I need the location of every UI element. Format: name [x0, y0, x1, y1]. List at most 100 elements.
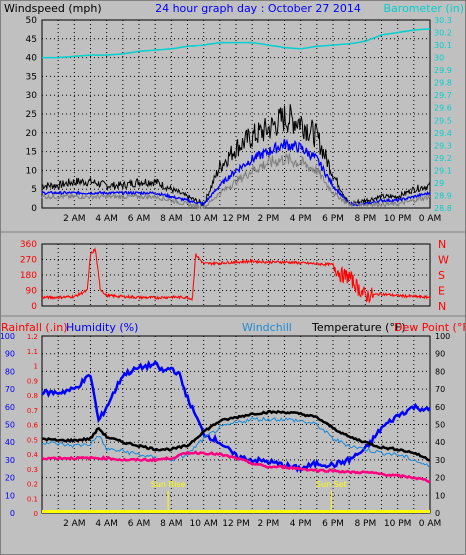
wind-x-tick-label: 2 PM — [257, 214, 279, 224]
wind-y-tick-label: 5 — [31, 185, 37, 195]
dew-point-line — [41, 450, 431, 484]
wind-x-tick-label: 2 AM — [63, 214, 86, 224]
barometer-tick-label: 29.6 — [434, 104, 452, 113]
wind-y-tick-label: 40 — [26, 54, 38, 64]
temperature-tick-label: 80 — [435, 367, 445, 376]
rainfall-tick-label: 0.3 — [27, 466, 38, 474]
temperature-tick-label: 10 — [435, 491, 445, 500]
dewpoint-label: Dew Point (°F) — [394, 321, 466, 334]
temp-x-tick-label: 2 PM — [257, 519, 279, 529]
direction-y-tick-label: 180 — [20, 271, 37, 281]
barometer-tick-label: 29.2 — [434, 154, 452, 163]
rainfall-tick-label: 1 — [34, 363, 38, 371]
direction-y-tick-label: 360 — [20, 240, 37, 250]
wind-x-tick-label: 4 AM — [95, 214, 118, 224]
wind-avg-line — [41, 153, 431, 210]
barometer-tick-label: 30.3 — [434, 16, 452, 25]
compass-label: N — [438, 238, 446, 251]
sun-annotation-label: Sun Set — [316, 480, 347, 489]
barometer-tick-label: 29.7 — [434, 91, 452, 100]
humidity-tick-label: 80 — [5, 367, 15, 376]
temp-x-tick-label: 8 AM — [160, 519, 183, 529]
rainfall-tick-label: 0.8 — [27, 392, 38, 400]
temp-x-tick-label: 4 PM — [290, 519, 312, 529]
temp-x-tick-label: 4 AM — [95, 519, 118, 529]
barometer-tick-label: 30.1 — [434, 41, 452, 50]
temp-x-tick-label: 2 AM — [63, 519, 86, 529]
barometer-line — [42, 28, 431, 59]
temperature-axis-title: Temperature (°F) — [311, 321, 406, 334]
wind-direction-line — [41, 247, 431, 304]
rainfall-tick-label: 0.6 — [27, 422, 39, 430]
barometer-tick-label: 29.4 — [434, 129, 452, 138]
wind-gust-line — [41, 104, 431, 207]
temp-x-tick-label: 10 PM — [384, 519, 412, 529]
temp-x-tick-label: 10 AM — [190, 519, 218, 529]
wind-y-tick-label: 20 — [26, 129, 38, 139]
wind-x-tick-label: 10 AM — [190, 214, 218, 224]
direction-y-tick-label: 270 — [20, 256, 37, 266]
wind-y-tick-label: 45 — [26, 35, 37, 45]
rainfall-tick-label: 0.5 — [27, 436, 38, 444]
wind-x-tick-label: 8 AM — [160, 214, 183, 224]
temperature-tick-label: 100 — [435, 332, 450, 341]
humidity-axis-title: Humidity (%) — [66, 321, 138, 334]
rainfall-tick-label: 1.2 — [27, 333, 38, 341]
wind-chart-title: 24 hour graph day : October 27 2014 — [155, 2, 361, 15]
wind-x-tick-label: 6 AM — [128, 214, 151, 224]
sun-annotation-label: Sun Rise — [151, 480, 186, 489]
humidity-tick-label: 70 — [5, 385, 15, 394]
wind-x-tick-label: 0 AM — [419, 214, 442, 224]
humidity-tick-label: 60 — [5, 403, 15, 412]
humidity-tick-label: 50 — [5, 421, 15, 430]
wind-y-tick-label: 30 — [26, 91, 38, 101]
barometer-tick-label: 30 — [434, 54, 444, 63]
temperature-tick-label: 50 — [435, 421, 445, 430]
temperature-tick-label: 70 — [435, 385, 445, 394]
wind-y-axis-title: Windspeed (mph) — [4, 2, 102, 15]
temperature-tick-label: 60 — [435, 403, 445, 412]
rainfall-tick-label: 0.1 — [27, 495, 38, 503]
humidity-tick-label: 40 — [5, 438, 15, 447]
humidity-tick-label: 10 — [5, 491, 15, 500]
rainfall-tick-label: 0 — [34, 510, 38, 518]
wind-y-tick-label: 0 — [31, 204, 37, 214]
humidity-tick-label: 100 — [0, 332, 15, 341]
wind-y-tick-label: 25 — [26, 110, 37, 120]
temp-x-tick-label: 6 PM — [322, 519, 344, 529]
barometer-axis-title: Barometer (in) — [384, 2, 465, 15]
direction-y-tick-label: 90 — [26, 287, 38, 297]
compass-label: N — [438, 300, 446, 313]
barometer-tick-label: 28.9 — [434, 191, 452, 200]
rainfall-axis-title: Rainfall (.in) — [1, 321, 68, 334]
wind-y-tick-label: 10 — [26, 166, 38, 176]
temp-x-tick-label: 6 AM — [128, 519, 151, 529]
humidity-tick-label: 90 — [5, 350, 15, 359]
temperature-tick-label: 90 — [435, 350, 445, 359]
direction-y-tick-label: 0 — [31, 302, 37, 312]
wind-x-tick-label: 4 PM — [290, 214, 312, 224]
compass-label: E — [438, 285, 445, 298]
barometer-tick-label: 29 — [434, 179, 444, 188]
rainfall-tick-label: 1.1 — [27, 348, 38, 356]
rainfall-tick-label: 0.4 — [27, 451, 39, 459]
barometer-tick-label: 28.8 — [434, 204, 452, 213]
wind-x-tick-label: 12 PM — [222, 214, 250, 224]
barometer-tick-label: 29.8 — [434, 79, 452, 88]
barometer-tick-label: 29.3 — [434, 141, 452, 150]
temperature-line — [41, 409, 431, 462]
windchill-label: Windchill — [242, 321, 292, 334]
humidity-tick-label: 20 — [5, 474, 15, 483]
temperature-tick-label: 0 — [435, 509, 440, 518]
rainfall-tick-label: 0.2 — [27, 481, 38, 489]
temperature-tick-label: 30 — [435, 456, 445, 465]
barometer-tick-label: 29.1 — [434, 166, 452, 175]
temp-x-tick-label: 12 PM — [222, 519, 250, 529]
barometer-tick-label: 29.9 — [434, 66, 452, 75]
humidity-tick-label: 0 — [10, 509, 15, 518]
temperature-tick-label: 40 — [435, 438, 445, 447]
temp-x-tick-label: 0 AM — [419, 519, 442, 529]
rainfall-tick-label: 0.7 — [27, 407, 38, 415]
windchill-line — [42, 416, 431, 468]
wind-x-tick-label: 6 PM — [322, 214, 344, 224]
